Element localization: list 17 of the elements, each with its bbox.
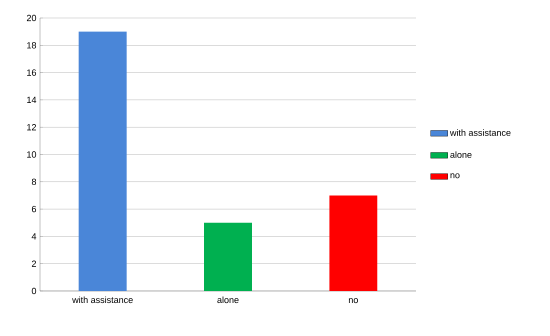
y-tick-label: 16 (27, 69, 36, 76)
y-tick-label: 2 (32, 260, 36, 267)
y-tick-label: 6 (32, 206, 36, 212)
x-tick-label: no (348, 298, 358, 304)
y-tick-label: 18 (27, 42, 36, 48)
x-tick-label: with assistance (72, 296, 133, 304)
y-tick-label: 0 (32, 288, 36, 294)
y-tick-label: 14 (27, 96, 36, 103)
y-tick-label: 8 (32, 178, 36, 185)
legend-label: alone (450, 151, 472, 158)
y-tick-label: 4 (32, 233, 36, 240)
y-tick-label: 12 (27, 124, 36, 130)
x-tick-label: alone (217, 296, 239, 304)
y-tick-label: 20 (26, 14, 36, 22)
y-tick-label: 10 (27, 151, 36, 158)
legend-label: with assistance (450, 129, 511, 136)
legend-label: no (450, 173, 460, 178)
